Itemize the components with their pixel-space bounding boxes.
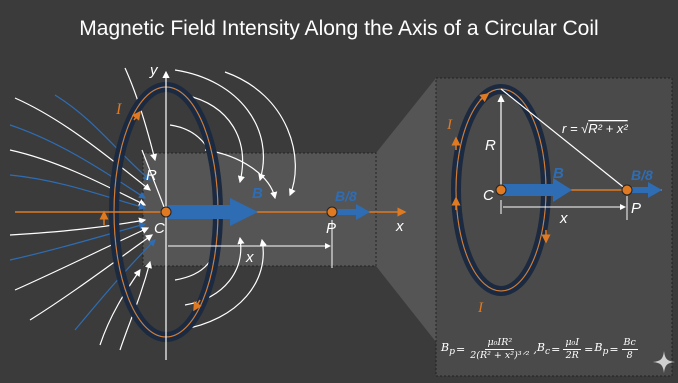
label-distance-left: x [245, 249, 254, 266]
label-current-right-top: I [446, 117, 453, 133]
label-B-left: B [252, 185, 263, 202]
formula-frac-2-den: 2R [565, 349, 579, 361]
formula-frac-3: Bc 8 [621, 336, 638, 362]
formula-frac-1-den: 2(R² + x²)³ᐟ² [470, 349, 530, 361]
center-point-right [495, 184, 507, 196]
label-B-right: B [553, 165, 564, 182]
formula-eq-4: = [609, 342, 619, 356]
label-P-left: P [326, 220, 336, 237]
formula-eq-2: = [551, 342, 561, 356]
current-arrow-right-top [479, 93, 490, 103]
formula-frac-1: μ₀IR² 2(R² + x²)³ᐟ² [468, 337, 531, 362]
formula-eq-3: = [584, 342, 594, 356]
label-current-right-bottom: I [477, 300, 484, 316]
label-center-right: C [483, 187, 494, 204]
label-B8-left: B/8 [335, 188, 357, 204]
label-r-eq: r = √R² + x² [562, 121, 628, 136]
formula-comma: , [533, 342, 537, 356]
sparkle-icon [653, 351, 675, 373]
formula-frac-2: μ₀I 2R [563, 336, 582, 362]
formula-bc: Bc [536, 340, 551, 358]
field-vector-B-left [168, 198, 258, 226]
formula-eq-1: = [455, 342, 466, 356]
current-arrow-left-top [131, 110, 141, 121]
formula-bp: Bp [441, 340, 455, 358]
label-P-right: P [631, 200, 641, 217]
point-P-left [326, 206, 338, 218]
label-radius-right: R [485, 137, 496, 154]
formula-frac-3-num: Bc [621, 336, 638, 350]
hypotenuse-r [500, 88, 628, 191]
zoom-connector [376, 78, 436, 342]
formula-bp-2: Bp [594, 340, 609, 358]
page-title: Magnetic Field Intensity Along the Axis … [79, 17, 599, 40]
field-vector-B8-right [629, 182, 662, 198]
field-vector-B-right [503, 178, 572, 202]
zoom-panel [435, 77, 673, 377]
formula: Bp = μ₀IR² 2(R² + x²)³ᐟ² , Bc = μ₀I 2R =… [441, 326, 673, 372]
center-point-left [160, 206, 172, 218]
current-arrow-left-bottom [193, 299, 202, 312]
field-vector-B8-left [333, 204, 370, 220]
label-y: y [149, 62, 159, 79]
formula-frac-3-den: 8 [626, 349, 633, 361]
label-distance-right: x [559, 210, 568, 227]
label-current-left: I [115, 101, 122, 118]
label-x-axis: x [395, 218, 404, 235]
radius-line-left [141, 149, 167, 213]
label-r-expr: R² + x² [588, 121, 628, 136]
formula-frac-2-num: μ₀I [563, 336, 582, 350]
label-radius-left: R [146, 167, 157, 184]
point-P-right [621, 184, 633, 196]
formula-frac-1-num: μ₀IR² [485, 336, 515, 350]
label-B8-right: B/8 [631, 167, 653, 183]
label-center-left: C [154, 220, 165, 237]
